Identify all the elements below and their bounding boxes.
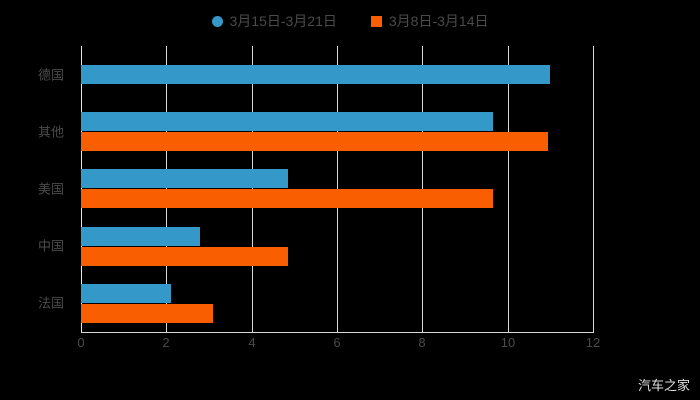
x-axis-tick-label: 12: [585, 335, 601, 350]
bar[interactable]: [81, 189, 493, 209]
y-axis-tick-label: 德国: [37, 67, 64, 83]
bar[interactable]: [81, 283, 171, 303]
x-axis-tick-label: 8: [418, 335, 426, 350]
gridline: [508, 46, 509, 332]
bar-group-中国: [81, 218, 593, 275]
gridline: [81, 46, 82, 332]
legend-item-series-b[interactable]: 3月8日-3月14日: [370, 13, 489, 29]
x-axis-tick-label: 10: [500, 335, 516, 350]
y-axis-tick-label: 其他: [37, 124, 64, 140]
x-axis-tick-label: 0: [77, 335, 85, 350]
gridline: [593, 46, 594, 332]
plot-area: [81, 46, 594, 332]
x-axis-line: [81, 332, 594, 333]
gridline: [166, 46, 167, 332]
bar[interactable]: [81, 246, 288, 266]
gridline: [422, 46, 423, 332]
bar-group-其他: [81, 103, 593, 160]
y-axis-tick-label: 法国: [37, 295, 64, 311]
legend-label-series-b: 3月8日-3月14日: [388, 13, 489, 29]
chart-legend: 3月15日-3月21日 3月8日-3月14日: [0, 8, 700, 34]
bar[interactable]: [81, 112, 493, 132]
circle-marker-icon: [211, 15, 223, 27]
x-axis-tick-label: 6: [333, 335, 341, 350]
legend-label-series-a: 3月15日-3月21日: [229, 13, 337, 29]
x-axis-tick-label: 2: [162, 335, 170, 350]
legend-item-series-a[interactable]: 3月15日-3月21日: [211, 13, 337, 29]
bar[interactable]: [81, 65, 550, 85]
gridline: [337, 46, 338, 332]
square-marker-icon: [370, 15, 382, 27]
bar-group-德国: [81, 46, 593, 103]
bar[interactable]: [81, 303, 213, 323]
bar[interactable]: [81, 132, 548, 152]
bar[interactable]: [81, 226, 200, 246]
bar-group-法国: [81, 275, 593, 332]
y-axis-tick-label: 中国: [37, 238, 64, 254]
x-axis-tick-label: 4: [248, 335, 256, 350]
bar[interactable]: [81, 169, 288, 189]
gridline: [252, 46, 253, 332]
bar-group-美国: [81, 160, 593, 217]
y-axis-labels: 德国其他美国中国法国: [0, 46, 72, 332]
x-axis-labels: 0 2 4 6 8 10 12: [77, 335, 600, 356]
y-axis-tick-label: 美国: [37, 181, 64, 197]
watermark: 汽车之家: [637, 378, 690, 393]
